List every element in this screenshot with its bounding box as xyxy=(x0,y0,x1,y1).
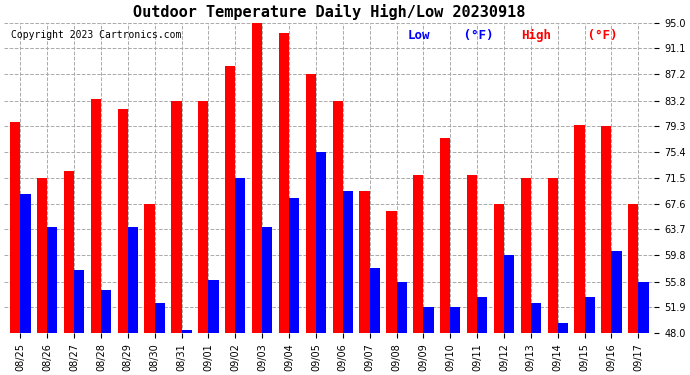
Bar xyxy=(467,175,477,333)
Bar xyxy=(144,204,155,333)
Bar xyxy=(477,297,487,333)
Text: Low: Low xyxy=(407,29,430,42)
Bar xyxy=(601,126,611,333)
Bar xyxy=(584,297,595,333)
Text: Copyright 2023 Cartronics.com: Copyright 2023 Cartronics.com xyxy=(10,30,181,40)
Title: Outdoor Temperature Daily High/Low 20230918: Outdoor Temperature Daily High/Low 20230… xyxy=(133,4,526,20)
Bar xyxy=(101,290,111,333)
Bar xyxy=(451,308,460,333)
Bar xyxy=(413,175,424,333)
Bar xyxy=(171,100,181,333)
Bar xyxy=(440,138,451,333)
Bar xyxy=(252,23,262,333)
Bar xyxy=(397,282,406,333)
Bar xyxy=(208,280,219,333)
Bar xyxy=(117,109,128,333)
Bar xyxy=(279,33,289,333)
Bar xyxy=(90,99,101,333)
Text: High: High xyxy=(521,29,551,42)
Bar xyxy=(531,303,541,333)
Bar xyxy=(386,211,397,333)
Bar xyxy=(10,122,20,333)
Bar xyxy=(558,323,568,333)
Bar xyxy=(504,255,514,333)
Bar xyxy=(494,204,504,333)
Bar xyxy=(424,307,433,333)
Bar xyxy=(548,178,558,333)
Bar xyxy=(20,194,30,333)
Bar xyxy=(63,171,74,333)
Text: (°F): (°F) xyxy=(580,29,617,42)
Text: (°F): (°F) xyxy=(456,29,493,42)
Bar xyxy=(128,228,138,333)
Bar xyxy=(235,178,246,333)
Bar xyxy=(47,228,57,333)
Bar xyxy=(628,204,638,333)
Bar xyxy=(37,178,47,333)
Bar xyxy=(333,100,343,333)
Bar xyxy=(181,330,192,333)
Bar xyxy=(521,178,531,333)
Bar xyxy=(155,303,165,333)
Bar xyxy=(74,270,84,333)
Bar xyxy=(574,125,584,333)
Bar xyxy=(370,268,380,333)
Bar xyxy=(316,152,326,333)
Bar xyxy=(306,74,316,333)
Bar xyxy=(289,198,299,333)
Bar xyxy=(359,191,370,333)
Bar xyxy=(198,100,208,333)
Bar xyxy=(611,251,622,333)
Bar xyxy=(225,66,235,333)
Bar xyxy=(638,282,649,333)
Bar xyxy=(343,191,353,333)
Bar xyxy=(262,228,273,333)
